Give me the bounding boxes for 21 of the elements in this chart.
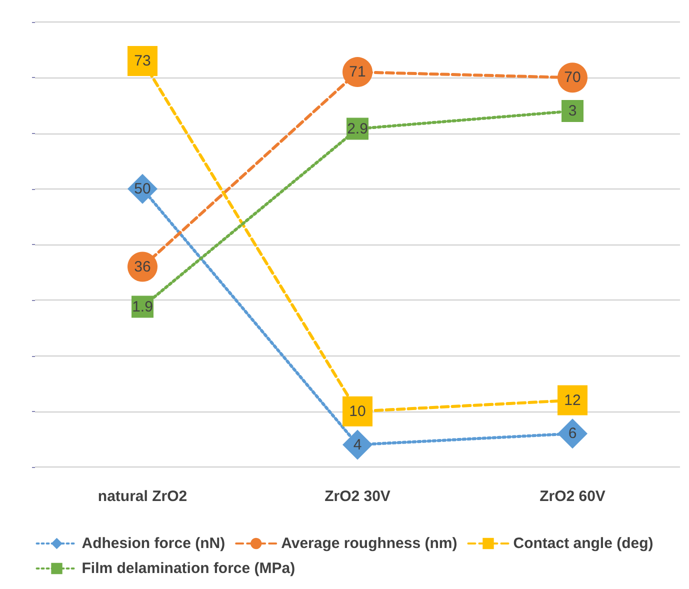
point: [342, 430, 372, 460]
data-label: 10: [349, 402, 366, 420]
data-label: 6: [568, 425, 577, 442]
data-label: 3: [568, 102, 577, 120]
data-label: 12: [564, 392, 581, 409]
data-label: 4: [353, 436, 362, 454]
point: [558, 418, 588, 449]
x-tick-label: ZrO2 60V: [540, 488, 606, 505]
legend-label: Average roughness (nm): [281, 535, 458, 552]
data-label: 73: [134, 52, 151, 70]
legend-label: Contact angle (deg): [513, 535, 654, 552]
data-label: 36: [134, 258, 151, 276]
data-label: 50: [134, 180, 151, 198]
x-tick-label: natural ZrO2: [98, 488, 188, 505]
legend-label: Film delamination force (MPa): [82, 560, 296, 577]
data-label: 71: [349, 64, 366, 81]
x-tick-label: ZrO2 30V: [324, 488, 390, 505]
legend-label: Adhesion force (nN): [82, 535, 226, 552]
data-label: 1.9: [132, 298, 153, 316]
data-label: 70: [564, 69, 581, 86]
data-label: 2.9: [347, 120, 368, 138]
